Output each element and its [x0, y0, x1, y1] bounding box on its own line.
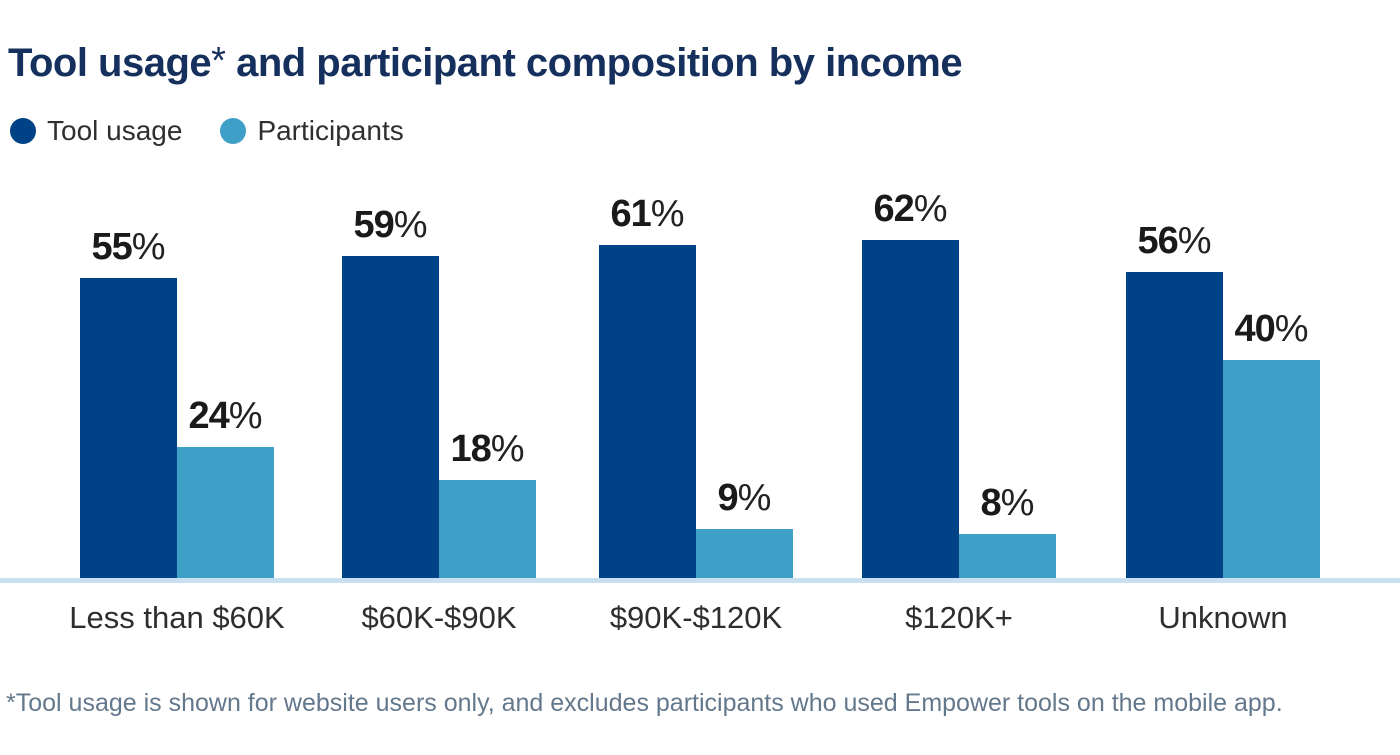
legend: Tool usage Participants [10, 114, 404, 148]
circle-swatch-icon [10, 118, 36, 144]
title-asterisk: * [211, 40, 226, 82]
chart-title: Tool usage* and participant composition … [8, 40, 963, 87]
title-text: Tool usage [8, 41, 212, 85]
bar-group-60k-90k: 59% 18% $60K-$90K [342, 206, 536, 635]
footnote: *Tool usage is shown for website users o… [6, 689, 1283, 717]
bar-tool-usage: 62% [862, 190, 959, 578]
bar-tool-usage: 61% [599, 195, 696, 578]
value-label: 61% [610, 192, 685, 235]
category-label: Less than $60K [69, 600, 285, 635]
bar-participants: 8% [959, 484, 1056, 578]
bar-group-less-than-60k: 55% 24% Less than $60K [69, 228, 284, 635]
bar-group-90k-120k: 61% 9% $90K-$120K [599, 195, 793, 635]
value-label: 56% [1137, 220, 1212, 263]
bar-tool-usage: 55% [80, 228, 177, 578]
legend-label: Participants [257, 115, 404, 146]
x-axis-line [0, 578, 1400, 583]
category-label: $60K-$90K [361, 600, 517, 635]
category-label: $120K+ [905, 600, 1013, 635]
legend-item-tool-usage: Tool usage [10, 115, 182, 147]
value-label: 9% [717, 476, 772, 519]
bar-participants: 9% [696, 479, 793, 578]
bar-tool-usage: 59% [342, 206, 439, 578]
value-label: 55% [91, 225, 166, 268]
legend-label: Tool usage [47, 115, 183, 146]
bar-group-120k-plus: 62% 8% $120K+ [862, 190, 1056, 635]
value-label: 40% [1234, 307, 1309, 350]
value-label: 18% [450, 427, 525, 470]
bar-participants: 18% [439, 430, 536, 578]
title-text-rest: and participant composition by income [225, 41, 963, 85]
value-label: 24% [188, 395, 263, 437]
value-label: 62% [873, 187, 948, 230]
bar-tool-usage: 56% [1126, 222, 1223, 578]
bar-participants: 24% [177, 397, 274, 578]
plot-area: 55% 24% Less than $60K 59% 18% $60K-$90K… [0, 190, 1400, 635]
category-label: Unknown [1158, 600, 1288, 635]
value-label: 59% [353, 203, 428, 246]
bar-participants: 40% [1223, 310, 1320, 578]
bar-group-unknown: 56% 40% Unknown [1126, 222, 1320, 635]
circle-swatch-icon [220, 118, 247, 144]
legend-item-participants: Participants [220, 115, 404, 147]
category-label: $90K-$120K [609, 600, 783, 635]
value-label: 8% [980, 482, 1035, 525]
